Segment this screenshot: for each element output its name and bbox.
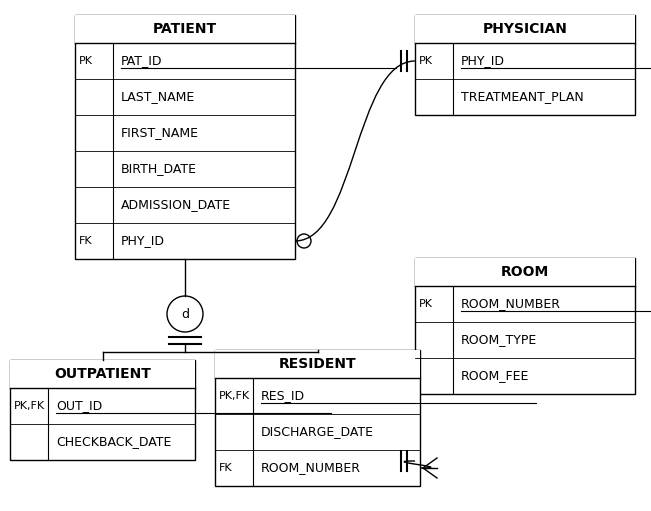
Bar xyxy=(415,15,635,115)
Text: PHY_ID: PHY_ID xyxy=(461,55,505,67)
Bar xyxy=(75,15,295,259)
Text: OUTPATIENT: OUTPATIENT xyxy=(54,367,151,381)
Text: OUT_ID: OUT_ID xyxy=(56,400,102,412)
Text: ROOM_FEE: ROOM_FEE xyxy=(461,369,529,383)
Text: ROOM_TYPE: ROOM_TYPE xyxy=(461,334,537,346)
Text: ROOM_NUMBER: ROOM_NUMBER xyxy=(261,461,361,475)
Text: PHY_ID: PHY_ID xyxy=(121,235,165,247)
Text: d: d xyxy=(181,308,189,320)
Bar xyxy=(215,350,420,378)
Bar xyxy=(215,350,420,486)
Text: RES_ID: RES_ID xyxy=(261,389,305,403)
Text: ADMISSION_DATE: ADMISSION_DATE xyxy=(121,198,231,212)
Text: FK: FK xyxy=(79,236,92,246)
Text: LAST_NAME: LAST_NAME xyxy=(121,90,195,104)
Text: TREATMEANT_PLAN: TREATMEANT_PLAN xyxy=(461,90,584,104)
Text: PAT_ID: PAT_ID xyxy=(121,55,163,67)
Text: PK: PK xyxy=(419,56,433,66)
Text: ROOM: ROOM xyxy=(501,265,549,279)
Bar xyxy=(415,15,635,43)
Bar xyxy=(415,258,635,286)
Bar xyxy=(10,360,195,388)
Text: DISCHARGE_DATE: DISCHARGE_DATE xyxy=(261,426,374,438)
Text: PK,FK: PK,FK xyxy=(219,391,250,401)
Text: PK: PK xyxy=(79,56,93,66)
Bar xyxy=(75,15,295,43)
Text: RESIDENT: RESIDENT xyxy=(279,357,356,371)
Text: BIRTH_DATE: BIRTH_DATE xyxy=(121,162,197,175)
Text: FK: FK xyxy=(219,463,232,473)
Text: PATIENT: PATIENT xyxy=(153,22,217,36)
Text: ROOM_NUMBER: ROOM_NUMBER xyxy=(461,297,561,311)
Text: PHYSICIAN: PHYSICIAN xyxy=(482,22,568,36)
Text: PK,FK: PK,FK xyxy=(14,401,45,411)
Text: PK: PK xyxy=(419,299,433,309)
Bar xyxy=(10,360,195,460)
Text: CHECKBACK_DATE: CHECKBACK_DATE xyxy=(56,435,171,449)
Text: FIRST_NAME: FIRST_NAME xyxy=(121,127,199,140)
Bar xyxy=(415,258,635,394)
